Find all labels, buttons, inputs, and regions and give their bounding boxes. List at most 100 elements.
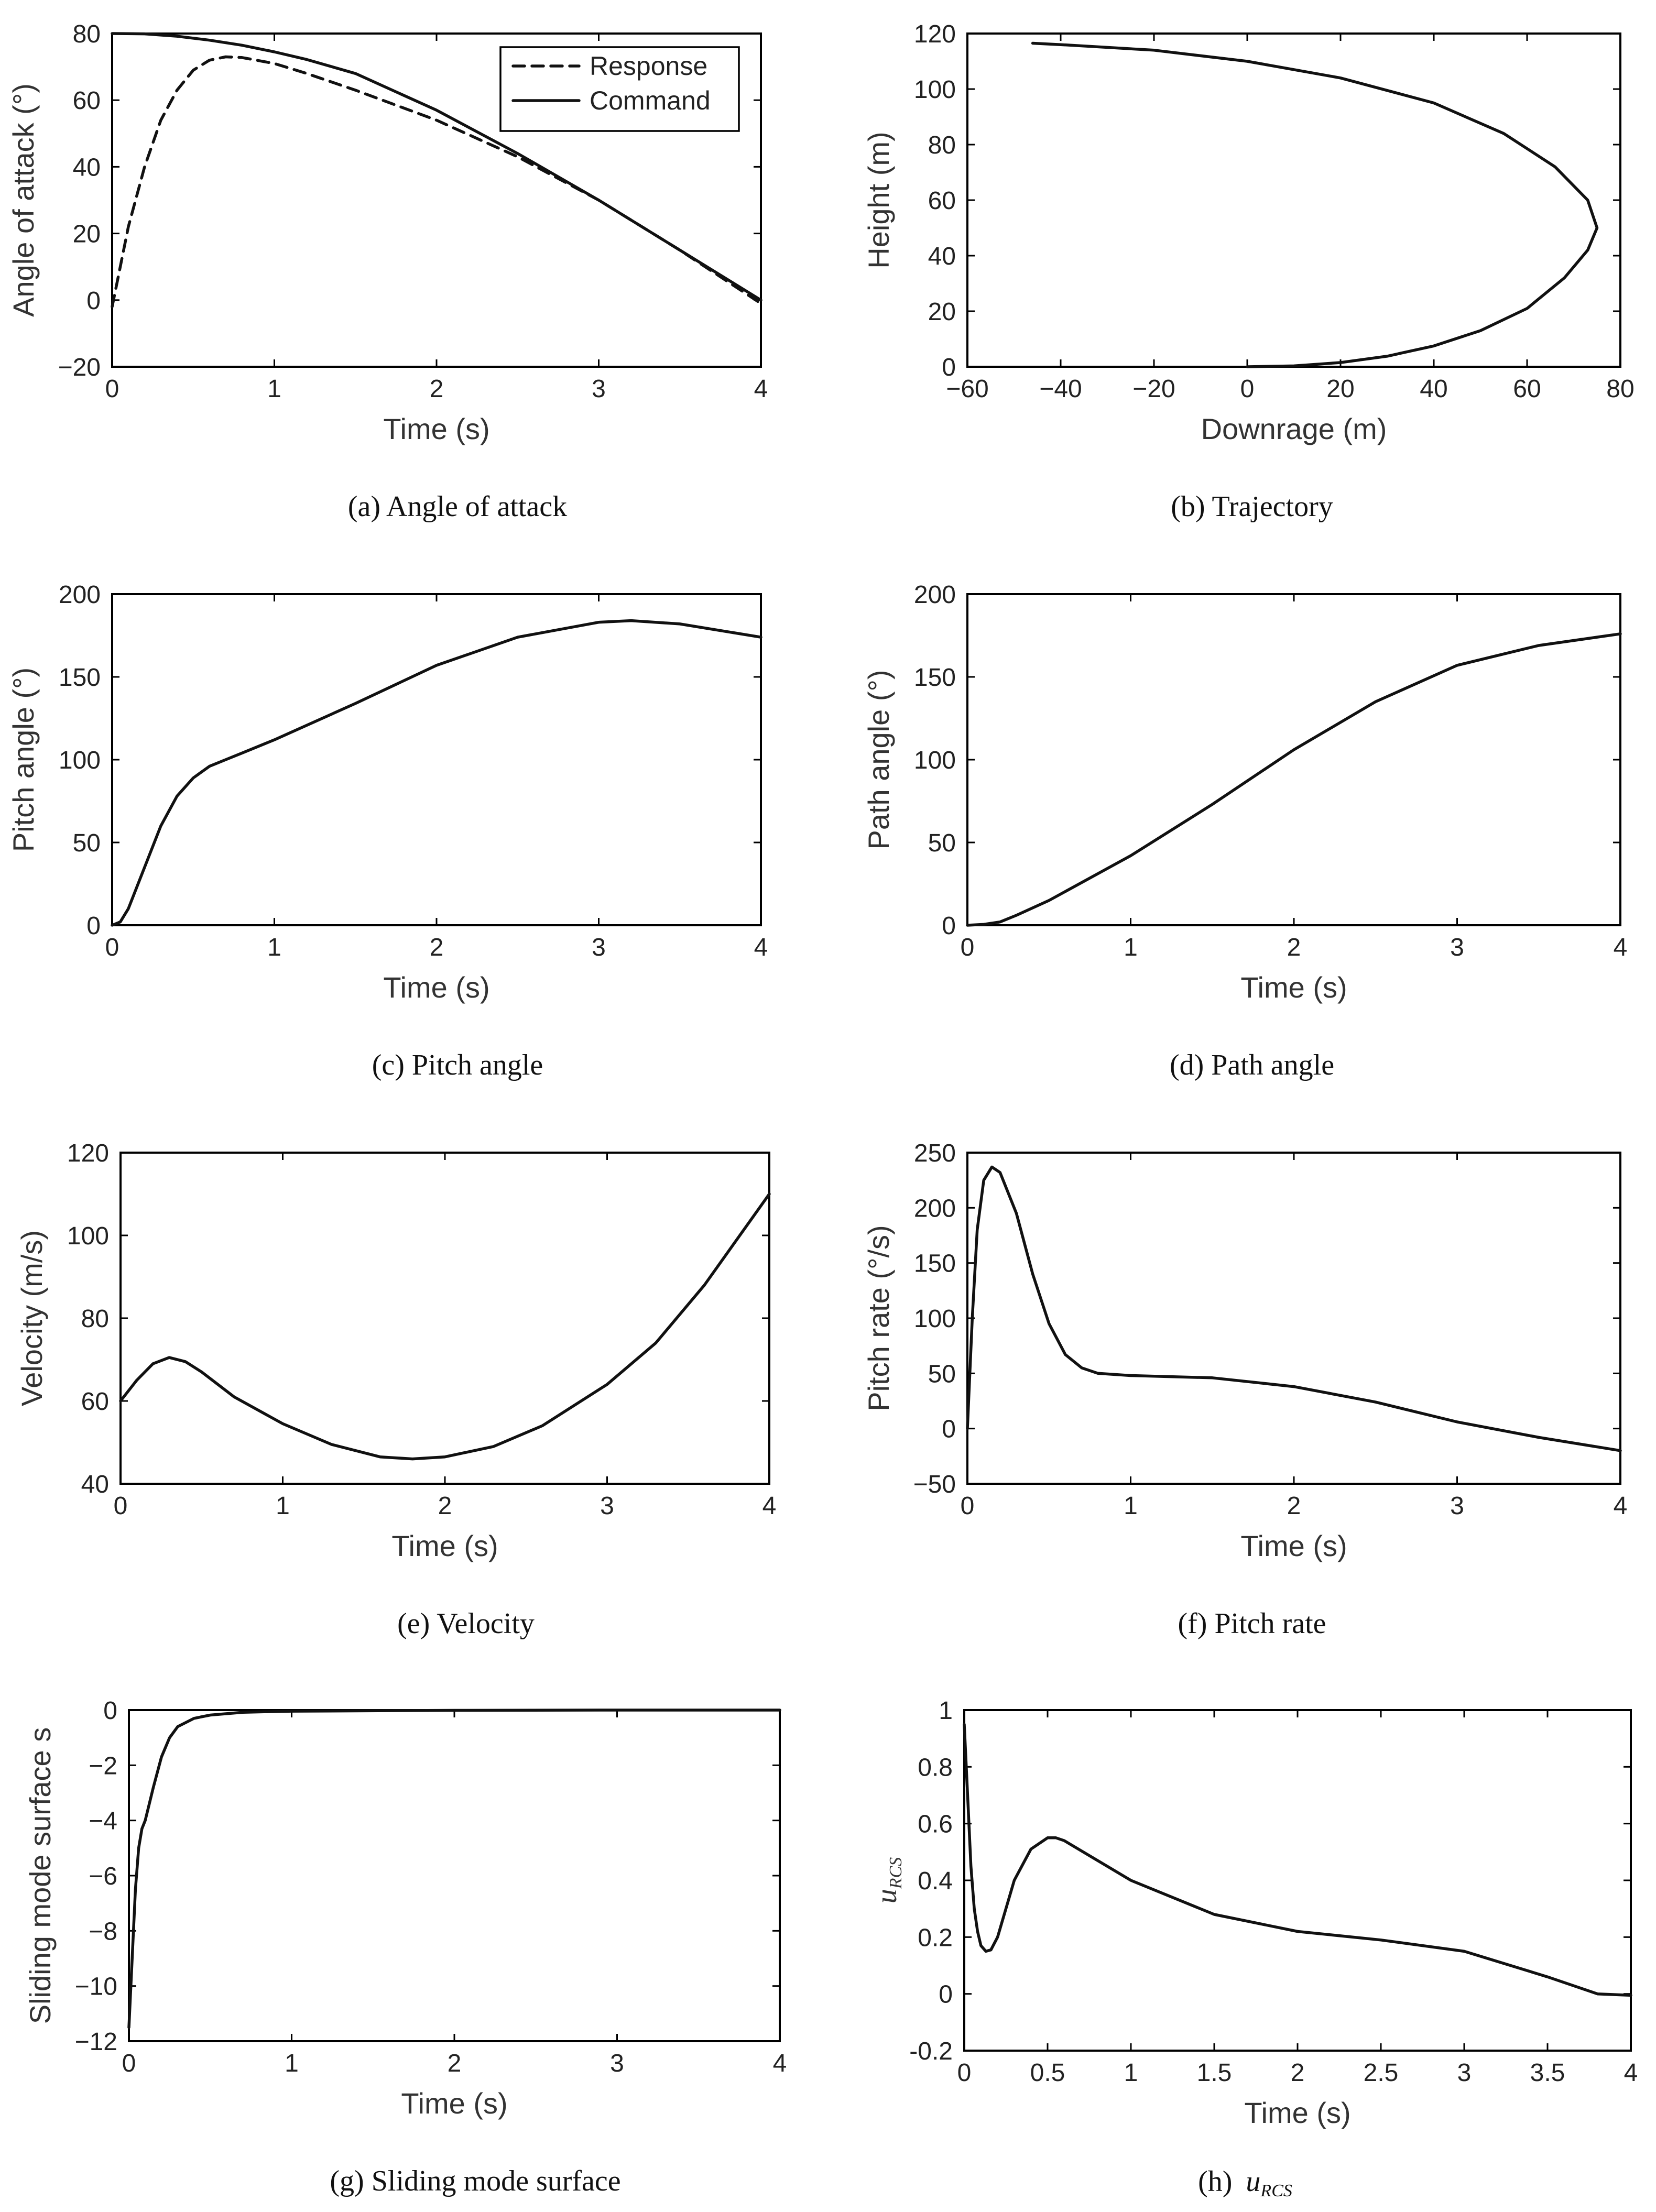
y-tick-label: 50 — [928, 829, 956, 857]
x-tick-label: 2 — [1287, 934, 1301, 961]
y-tick-label: 20 — [73, 221, 101, 248]
y-tick-label: 50 — [928, 1360, 956, 1388]
y-tick-label: −20 — [58, 354, 101, 381]
x-tick-label: −60 — [946, 375, 988, 403]
x-axis-label: Time (s) — [383, 971, 489, 1004]
y-tick-label: −50 — [913, 1471, 956, 1498]
x-tick-label: 60 — [1513, 375, 1541, 403]
x-tick-label: 0 — [1240, 375, 1255, 403]
x-tick-label: 1 — [1124, 1492, 1138, 1520]
panel-b: −60 −40 −20 0 20 40 60 80 0 20 40 60 80 100 120 Downrag… — [862, 20, 1635, 523]
x-tick-label: 3 — [1457, 2059, 1472, 2087]
x-tick-label: 3 — [1450, 934, 1464, 961]
y-tick-label: 100 — [914, 76, 956, 104]
y-tick-label: 80 — [81, 1305, 109, 1333]
x-tick-label: 1 — [1124, 2059, 1138, 2087]
x-tick-label: 0 — [961, 1492, 975, 1520]
x-tick-label: 4 — [1614, 1492, 1628, 1520]
plot-area-g — [128, 1709, 781, 2042]
x-tick-label: 3.5 — [1530, 2059, 1565, 2087]
legend-entry-label: Response — [590, 51, 707, 81]
y-tick-label: 100 — [59, 747, 101, 774]
x-tick-label: 2 — [1291, 2059, 1305, 2087]
y-tick-label: 100 — [914, 747, 956, 774]
caption-subscript: RCS — [1260, 2181, 1292, 2200]
series-line-sliding-mode-surface — [127, 1709, 781, 2029]
y-axis-label: uRCS — [870, 1857, 906, 1903]
x-tick-label: 2 — [1287, 1492, 1301, 1520]
y-tick-label: 150 — [914, 1250, 956, 1278]
x-tick-label: 1 — [267, 375, 281, 403]
y-tick-label: 150 — [914, 664, 956, 692]
x-tick-label: 1.5 — [1197, 2059, 1232, 2087]
y-tick-label: −8 — [89, 1918, 117, 1945]
x-tick-label: 80 — [1606, 375, 1634, 403]
x-tick-label: 2 — [430, 375, 444, 403]
y-tick-label: −10 — [75, 1973, 117, 2001]
y-tick-label: 0 — [942, 912, 956, 940]
x-tick-label: 0 — [122, 2050, 136, 2077]
panel-g: 0 1 2 3 4 −12 −10 −8 −6 −4 −2 0 Time (s) Sliding mode… — [24, 1697, 787, 2197]
x-tick-label: 3 — [600, 1492, 614, 1520]
x-tick-label: 2 — [448, 2050, 462, 2077]
panel-caption: (d) Path angle — [1170, 1049, 1334, 1081]
y-tick-label: 80 — [928, 132, 956, 159]
plot-area-h — [963, 1709, 1632, 2052]
panel-e: 0 1 2 3 4 40 60 80 100 120 Time (s) Velocity (m/s) (… — [15, 1140, 776, 1640]
x-axis-label: Time (s) — [383, 412, 489, 445]
x-axis-label: Time (s) — [401, 2087, 507, 2120]
x-axis-label: Time (s) — [1240, 1529, 1347, 1562]
x-tick-label: 4 — [762, 1492, 777, 1520]
y-tick-label: 0 — [86, 287, 101, 315]
x-tick-label: 3 — [1450, 1492, 1464, 1520]
x-tick-label: −20 — [1132, 375, 1175, 403]
plot-area-c — [111, 593, 762, 926]
series-line-pitch-angle — [111, 619, 762, 927]
x-tick-label: 0 — [105, 375, 119, 403]
y-tick-label: 0 — [103, 1697, 117, 1725]
y-tick-label: 120 — [67, 1140, 109, 1167]
x-axis-label: Downrage (m) — [1201, 412, 1387, 445]
y-tick-label: 50 — [73, 829, 101, 857]
x-tick-label: 0.5 — [1030, 2059, 1065, 2087]
y-tick-label: 0 — [942, 1416, 956, 1443]
panel-caption: (a) Angle of attack — [348, 490, 567, 523]
panel-caption: (e) Velocity — [397, 1607, 535, 1640]
x-tick-label: 0 — [114, 1492, 128, 1520]
legend-entry-label: Command — [590, 86, 711, 115]
x-axis-label: Time (s) — [1240, 971, 1347, 1004]
y-axis-label: Sliding mode surface s — [24, 1727, 57, 2024]
x-axis-label: Time (s) — [1244, 2096, 1350, 2129]
x-tick-label: 4 — [754, 375, 768, 403]
y-tick-label: 1 — [939, 1697, 953, 1725]
x-tick-label: 2.5 — [1364, 2059, 1399, 2087]
x-tick-label: 1 — [267, 934, 281, 961]
x-tick-label: −40 — [1039, 375, 1082, 403]
series-line-velocity — [119, 1192, 771, 1461]
y-tick-label: 0.4 — [918, 1867, 953, 1895]
series-line-path-angle — [966, 632, 1622, 927]
panel-d: 0 1 2 3 4 0 50 100 150 200 Time (s) Path angle (°) (… — [862, 581, 1627, 1081]
series-line-response — [111, 55, 762, 309]
y-tick-label: −2 — [89, 1752, 117, 1780]
y-tick-label: 0 — [939, 1981, 953, 2009]
x-tick-label: 4 — [1614, 934, 1628, 961]
y-axis-label: Path angle (°) — [862, 670, 895, 849]
x-tick-label: 0 — [957, 2059, 972, 2087]
plot-area-d — [966, 593, 1621, 926]
plot-area-e — [119, 1152, 770, 1485]
panel-caption: (b) Trajectory — [1171, 490, 1333, 523]
y-tick-label: 60 — [928, 187, 956, 215]
y-axis-label: Velocity (m/s) — [15, 1230, 48, 1406]
series-line-trajectory — [1031, 41, 1599, 368]
series-line-command — [111, 32, 762, 302]
x-tick-label: 4 — [754, 934, 768, 961]
legend: Response Command — [499, 46, 740, 132]
panel-c: 0 1 2 3 4 0 50 100 150 200 Time (s) Pitch angle (°)… — [7, 581, 768, 1081]
y-tick-label: 80 — [73, 20, 101, 48]
x-tick-label: 20 — [1326, 375, 1354, 403]
x-tick-label: 3 — [592, 375, 606, 403]
y-axis-label: Pitch rate (°/s) — [862, 1225, 895, 1411]
